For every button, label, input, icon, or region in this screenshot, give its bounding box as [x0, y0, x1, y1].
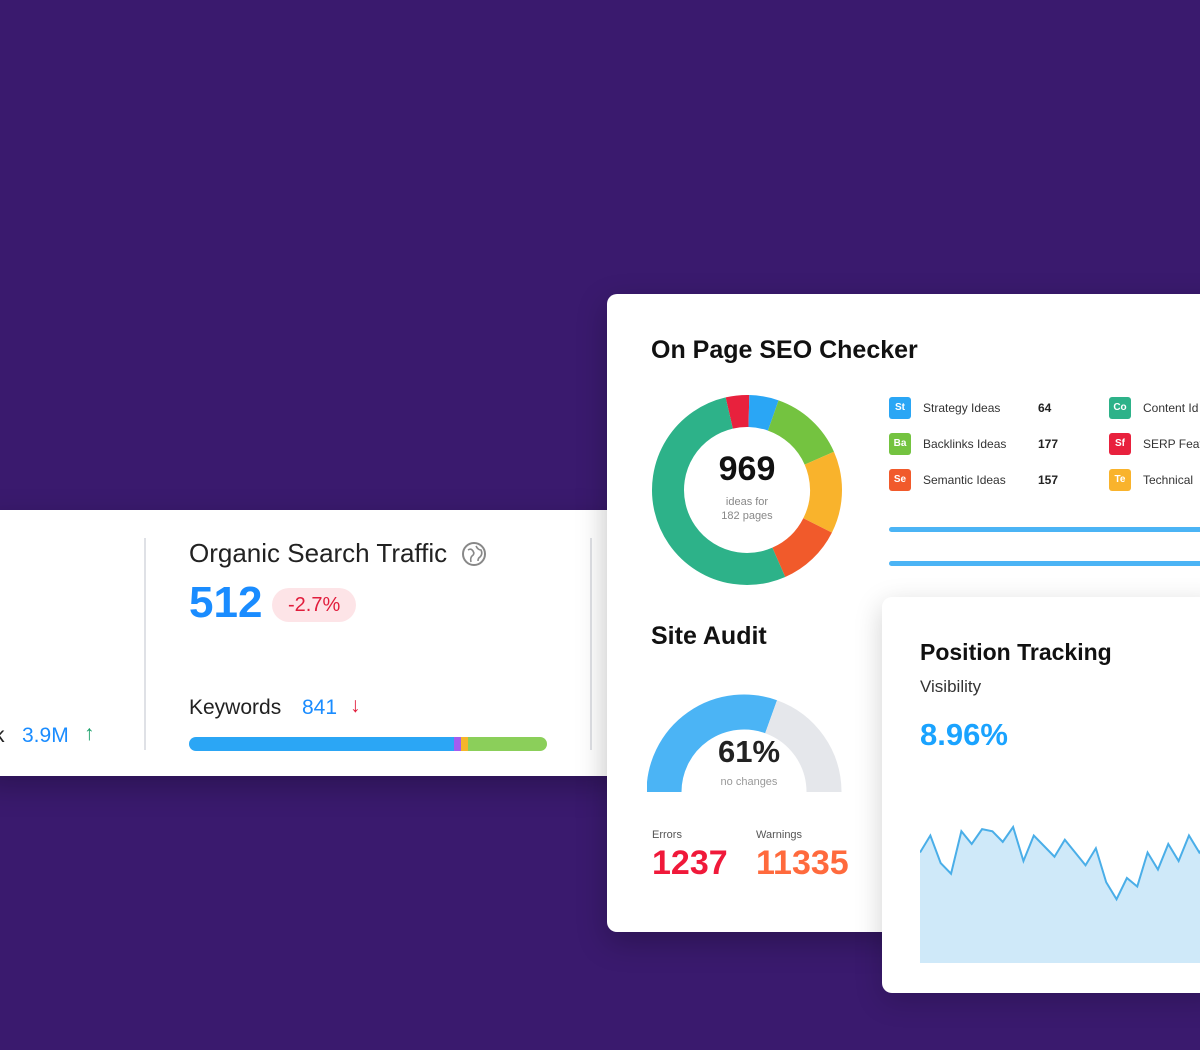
warnings-value: 11335	[756, 844, 849, 882]
arrow-up-icon: ↑	[84, 722, 95, 745]
divider	[144, 538, 146, 750]
keywords-distribution-bar	[189, 737, 547, 751]
visibility-label: Visibility	[920, 677, 982, 696]
donut-subtitle: 182 pages	[721, 510, 773, 522]
idea-label: Strategy Ideas	[923, 401, 1001, 415]
idea-label: SERP Feat	[1143, 437, 1200, 451]
errors-value: 1237	[652, 844, 728, 882]
ideas-donut-chart	[652, 395, 842, 585]
donut-value: 969	[718, 450, 776, 488]
errors-label: Errors	[652, 829, 682, 841]
donut-center: 969 ideas for 182 pages	[647, 390, 847, 590]
bar-segment	[461, 737, 469, 751]
visibility-line	[920, 824, 1200, 902]
strategy-badge-icon: St	[889, 397, 911, 419]
site-audit-gauge	[647, 694, 842, 793]
organic-traffic-card: k 3.9M ↑ Organic Search Traffic 512 -2.7…	[0, 510, 620, 776]
visibility-area-chart	[920, 824, 1200, 963]
site-audit-subtitle: no changes	[720, 776, 778, 788]
bar-segment	[453, 737, 462, 751]
warnings-label: Warnings	[756, 829, 803, 841]
seo-checker-title: On Page SEO Checker	[651, 336, 918, 364]
idea-label: Backlinks Ideas	[923, 437, 1007, 451]
traffic-value: 512	[189, 578, 263, 627]
arrow-down-icon: ↓	[350, 694, 361, 717]
gauge-filled-arc	[647, 694, 778, 793]
traffic-delta-badge: -2.7%	[272, 588, 357, 622]
idea-label: Content Id	[1143, 401, 1199, 415]
backlinks-badge-icon: Ba	[889, 433, 911, 455]
idea-count: 157	[1038, 473, 1059, 487]
visibility-area	[920, 827, 1200, 963]
idea-count: 64	[1038, 401, 1052, 415]
bar-segment	[189, 737, 454, 751]
gauge-remaining-arc	[764, 700, 842, 793]
globe-icon[interactable]	[461, 541, 487, 567]
semantic-badge-icon: Se	[889, 469, 911, 491]
idea-label: Semantic Ideas	[923, 473, 1006, 487]
donut-subtitle: ideas for	[725, 496, 769, 508]
progress-line	[889, 561, 1200, 566]
donut-slice	[652, 395, 842, 585]
visibility-value: 8.96%	[920, 717, 1008, 752]
donut-slice	[652, 395, 842, 585]
traffic-title: Organic Search Traffic	[189, 538, 448, 568]
site-audit-title: Site Audit	[651, 622, 767, 650]
bar-segment	[468, 737, 547, 751]
position-tracking-card: Position Tracking Visibility 8.96%	[882, 597, 1200, 993]
technical-badge-icon: Te	[1109, 469, 1131, 491]
serp-badge-icon: Sf	[1109, 433, 1131, 455]
idea-count: 177	[1038, 437, 1059, 451]
left-metric-label: k	[0, 724, 5, 748]
site-audit-percent: 61%	[717, 734, 781, 769]
keywords-value: 841	[302, 696, 338, 719]
keywords-label: Keywords	[189, 696, 282, 719]
left-metric-value: 3.9M	[22, 724, 69, 747]
progress-line	[889, 527, 1200, 532]
content-badge-icon: Co	[1109, 397, 1131, 419]
position-tracking-title: Position Tracking	[920, 639, 1112, 665]
divider	[590, 538, 592, 750]
idea-label: Technical	[1143, 473, 1194, 487]
